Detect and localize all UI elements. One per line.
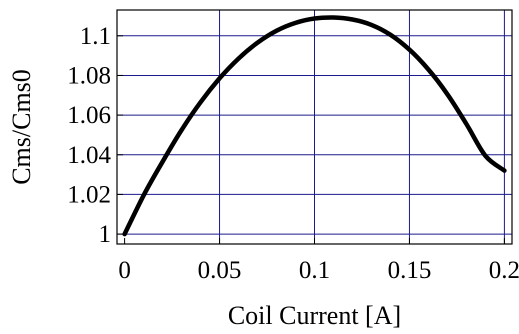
y-tick-label: 1.06 [67, 102, 111, 129]
x-tick-label: 0 [118, 257, 131, 284]
x-axis-title: Coil Current [A] [228, 301, 401, 330]
series-layer [122, 15, 507, 237]
y-tick-label: 1.08 [67, 62, 111, 89]
grid-layer [117, 10, 512, 244]
y-tick-label: 1.02 [67, 181, 111, 208]
x-tick-label: 0.15 [388, 257, 432, 284]
y-tick-label: 1 [99, 221, 112, 248]
x-tick-label: 0.1 [299, 257, 330, 284]
y-tick-label: 1.04 [67, 142, 111, 169]
tick-labels-layer: 0 0.05 0.1 0.15 0.2 1 1.02 1.04 1.06 1.08 1.1 [67, 23, 519, 284]
x-tick-label: 0.2 [489, 257, 519, 284]
y-axis-title: Cms/Cms0 [7, 69, 36, 185]
ticks-layer [117, 35, 505, 244]
x-tick-label: 0.05 [198, 257, 242, 284]
y-tick-label: 1.1 [80, 23, 111, 50]
data-series-line [122, 15, 507, 237]
